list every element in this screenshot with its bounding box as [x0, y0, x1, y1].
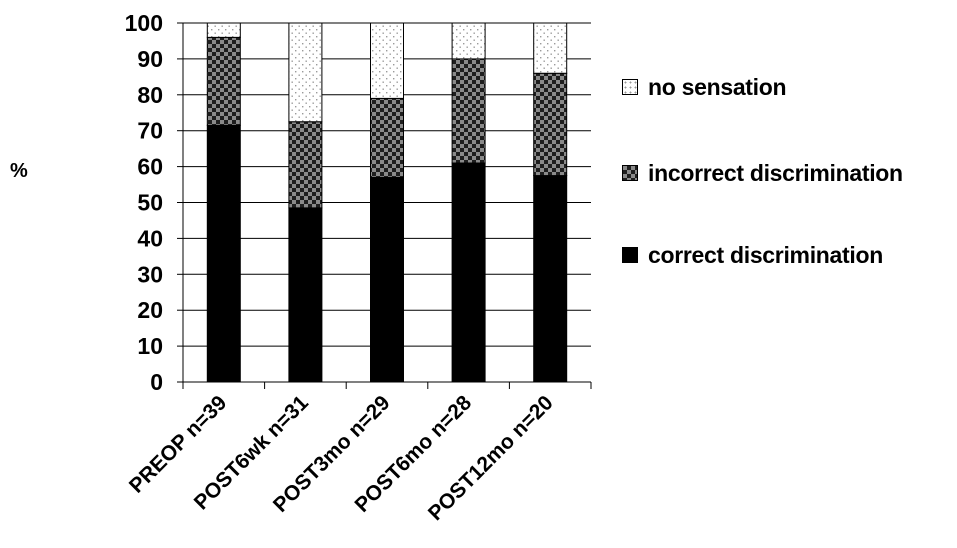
checker-swatch-icon [622, 165, 638, 181]
y-tick-label: 20 [137, 297, 163, 323]
legend-item-incorrect-discrimination: incorrect discrimination [622, 158, 903, 188]
bar-segment-checker [288, 121, 323, 209]
legend-item-no-sensation: no sensation [622, 72, 787, 102]
y-tick-label: 80 [137, 82, 163, 108]
y-tick-label: 60 [137, 154, 163, 180]
bar-segment-dots [533, 22, 568, 74]
legend-label: correct discrimination [648, 241, 883, 268]
bar-segment-dots [370, 22, 404, 99]
dotted-swatch-icon [622, 79, 638, 95]
bar-segment-solid [451, 162, 486, 383]
legend-label: no sensation [648, 73, 787, 100]
axes [177, 22, 592, 389]
bar-segment-solid [288, 207, 323, 383]
bar-group [206, 22, 568, 383]
y-axis-label: % [10, 160, 28, 182]
solid-swatch-icon [622, 247, 638, 263]
bar-segment-solid [206, 124, 241, 383]
y-tick-label: 30 [137, 261, 163, 287]
bar-segment-checker [451, 58, 486, 164]
y-tick-label: 70 [137, 118, 163, 144]
legend-label: incorrect discrimination [648, 159, 903, 186]
bar-segment-solid [533, 175, 568, 383]
bar-segment-checker [370, 97, 404, 178]
bar-segment-dots [206, 22, 241, 38]
y-tick-label: 40 [137, 225, 163, 251]
y-tick-label: 10 [137, 333, 163, 359]
bar-segment-solid [370, 176, 404, 383]
bar-segment-dots [451, 22, 486, 60]
y-tick-label: 90 [137, 46, 163, 72]
bar-segment-dots [288, 22, 323, 123]
y-tick-label: 50 [137, 190, 163, 216]
bar-segment-checker [206, 36, 241, 126]
legend-item-correct-discrimination: correct discrimination [622, 240, 883, 270]
y-tick-label: 0 [150, 369, 163, 395]
bar-segment-checker [533, 72, 568, 177]
y-tick-label: 100 [125, 10, 163, 36]
y-tick-labels: 0 10 20 30 40 50 60 70 80 90 100 [125, 10, 163, 395]
